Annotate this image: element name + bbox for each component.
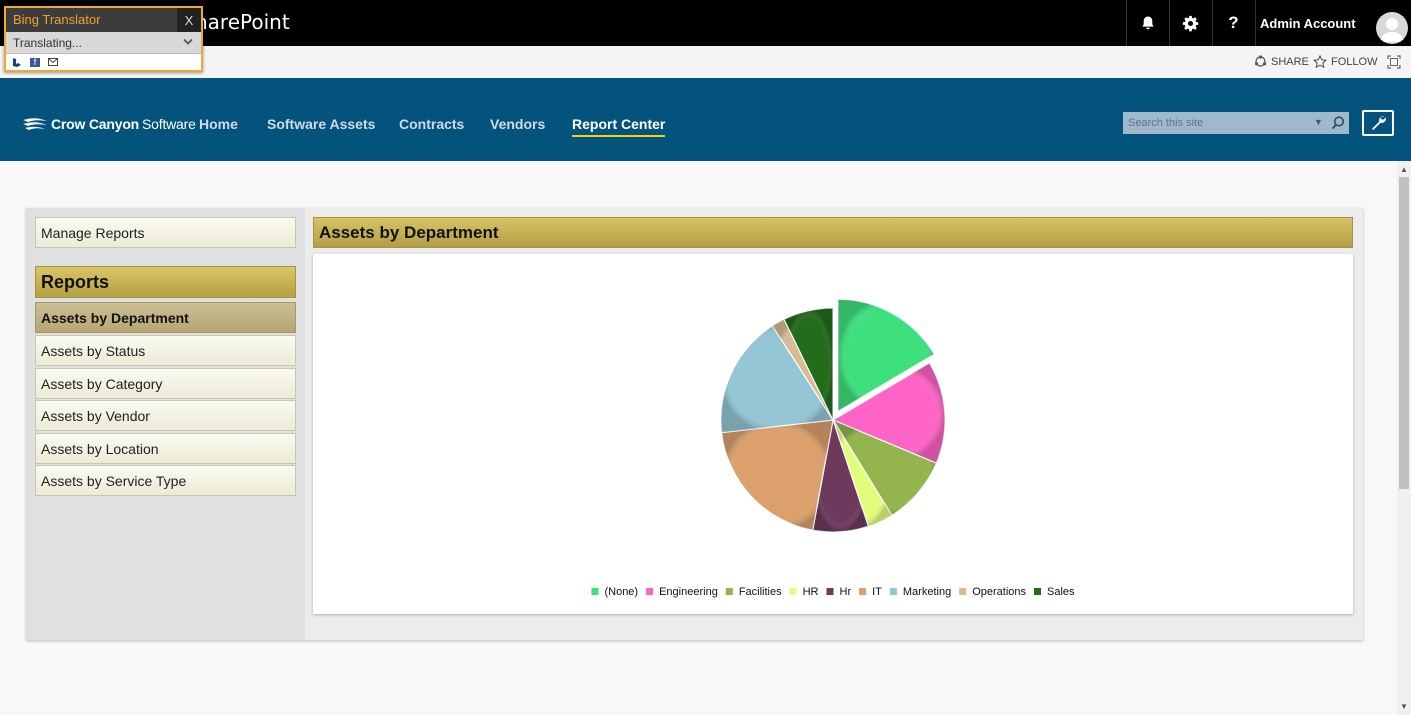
share-icon [1254,55,1267,67]
suite-bar: harePoint ? Admin Account [0,0,1411,46]
report-item-assets-by-status[interactable]: Assets by Status [35,335,296,366]
bing-header: Bing Translator X [6,8,201,32]
chart-title: Assets by Department [313,217,1353,248]
legend-swatch [725,588,733,595]
report-panel: Manage Reports Reports Assets by Departm… [26,208,1363,640]
focus-icon [1387,55,1401,69]
wrench-icon [1372,116,1386,130]
legend-label: Hr [840,586,852,598]
reports-heading: Reports [35,266,296,298]
search-input[interactable] [1123,112,1311,134]
scroll-down-arrow-icon[interactable]: ▼ [1400,702,1408,711]
search-scope-dropdown-icon[interactable]: ▼ [1314,117,1323,127]
top-navigation: Crow Canyon Software Home Software Asset… [0,78,1411,161]
legend-item[interactable]: Engineering [646,586,718,598]
bell-icon [1141,16,1154,30]
legend-item[interactable]: Hr [826,586,852,598]
chevron-down-icon [183,35,193,49]
help-button[interactable]: ? [1212,0,1254,46]
ribbon: SHARE FOLLOW [0,46,1411,78]
nav-home[interactable]: Home [199,116,238,132]
legend-label: Sales [1047,586,1075,598]
legend-label: (None) [604,586,638,598]
search-icon [1331,116,1345,130]
legend-item[interactable]: Facilities [725,586,782,598]
report-item-assets-by-department[interactable]: Assets by Department [35,302,296,333]
chart-legend: (None) Engineering Facilities HR Hr IT Marketi… [591,586,1075,598]
nav-contracts[interactable]: Contracts [399,116,465,132]
focus-button[interactable] [1387,55,1401,69]
legend-label: Operations [972,586,1026,598]
legend-label: HR [803,586,819,598]
facebook-icon[interactable]: f [30,57,40,67]
nav-report-center[interactable]: Report Center [572,116,666,137]
legend-swatch [859,588,867,595]
follow-button[interactable]: FOLLOW [1313,55,1377,69]
legend-item[interactable]: HR [789,586,819,598]
legend-item[interactable]: (None) [591,586,638,598]
bing-title: Bing Translator [13,12,101,27]
manage-reports-button[interactable]: Manage Reports [35,217,296,248]
app-title[interactable]: harePoint [195,10,290,34]
legend-item[interactable]: Sales [1034,586,1075,598]
legend-swatch [889,588,897,595]
legend-label: IT [872,586,882,598]
user-avatar-icon[interactable] [1376,12,1408,44]
report-item-assets-by-location[interactable]: Assets by Location [35,433,296,464]
legend-label: Engineering [659,586,718,598]
company-logo[interactable]: Crow Canyon Software [22,116,196,132]
pie-slice-it[interactable] [721,419,834,531]
nav-software-assets[interactable]: Software Assets [267,116,376,132]
help-icon: ? [1228,13,1239,32]
star-icon [1313,55,1327,69]
page-scrollbar[interactable]: ▲ ▼ [1397,161,1411,715]
logo-main-text: Crow Canyon [51,116,140,132]
logo-sub-text: Software [142,116,196,132]
settings-button[interactable] [1169,0,1211,46]
bing-share-bar: f [6,54,201,70]
scroll-thumb[interactable] [1399,177,1409,489]
legend-swatch [1034,588,1041,595]
mail-icon[interactable] [48,57,58,67]
report-sidebar: Manage Reports Reports Assets by Departm… [26,208,305,640]
chart-container: (None) Engineering Facilities HR Hr IT Marketi… [313,254,1353,614]
bing-close-button[interactable]: X [177,8,201,32]
bing-language-select[interactable]: Translating... [6,32,201,54]
legend-item[interactable]: Operations [959,586,1026,598]
legend-swatch [826,588,834,595]
report-item-assets-by-vendor[interactable]: Assets by Vendor [35,400,296,431]
legend-label: Marketing [903,586,951,598]
legend-item[interactable]: IT [859,586,882,598]
legend-swatch [646,588,654,595]
legend-swatch [591,588,599,595]
account-name[interactable]: Admin Account [1255,0,1356,46]
report-item-assets-by-service-type[interactable]: Assets by Service Type [35,465,296,496]
gear-icon [1182,15,1199,31]
legend-item[interactable]: Marketing [889,586,951,598]
share-label: SHARE [1271,55,1309,68]
bing-status-text: Translating... [13,36,82,50]
nav-vendors[interactable]: Vendors [490,116,546,132]
follow-label: FOLLOW [1331,56,1378,68]
search-button[interactable] [1329,114,1347,132]
pie-chart: (None) Engineering Facilities HR Hr IT Marketi… [591,298,1075,598]
legend-label: Facilities [739,586,782,598]
scroll-up-arrow-icon[interactable]: ▲ [1400,165,1408,174]
notifications-button[interactable] [1126,0,1168,46]
logo-swoosh-icon [23,118,47,130]
legend-swatch [959,588,967,595]
share-button[interactable]: SHARE [1254,55,1309,68]
pie-slices [720,298,946,533]
legend-swatch [789,588,797,595]
bing-translator-popup: Bing Translator X Translating... f [4,6,203,72]
bing-icon[interactable] [12,57,22,67]
site-search: ▼ [1123,112,1349,134]
site-settings-button[interactable] [1362,110,1394,136]
report-item-assets-by-category[interactable]: Assets by Category [35,368,296,399]
